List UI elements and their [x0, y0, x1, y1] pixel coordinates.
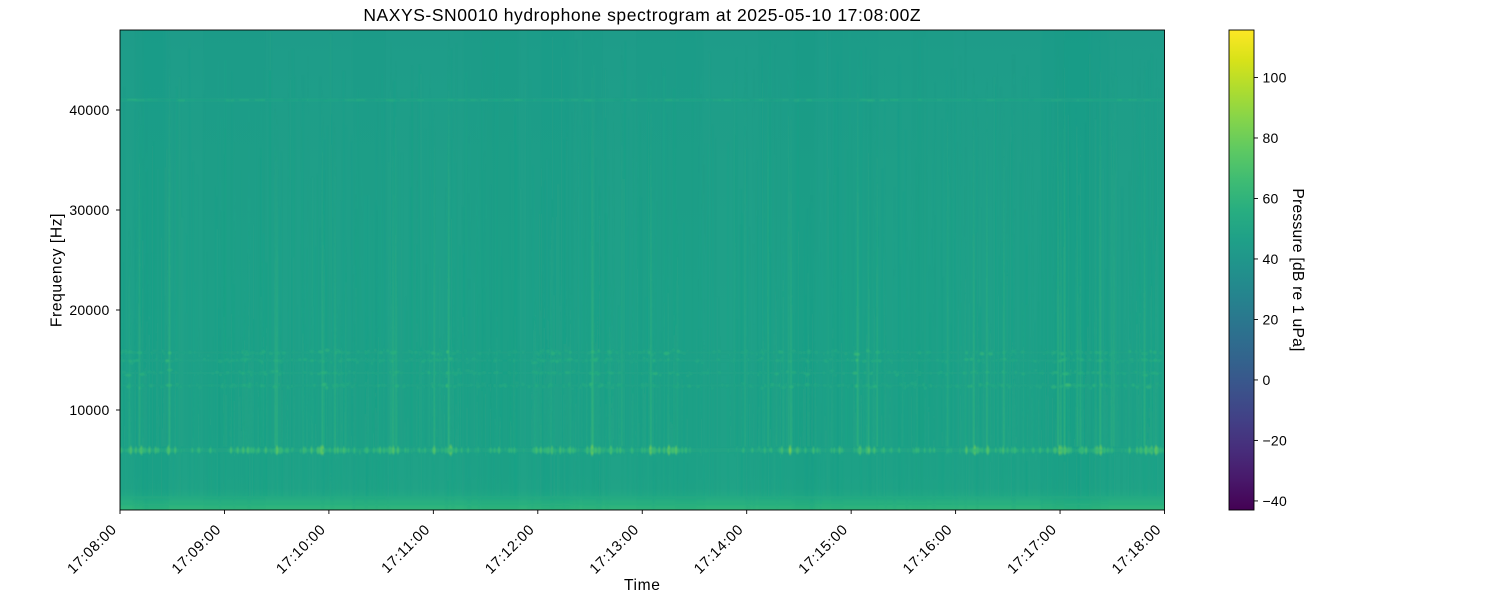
svg-text:40000: 40000	[69, 102, 109, 118]
svg-text:Pressure [dB re 1 uPa]: Pressure [dB re 1 uPa]	[1289, 188, 1306, 351]
svg-text:Time: Time	[624, 577, 660, 594]
svg-text:60: 60	[1263, 190, 1279, 206]
svg-text:80: 80	[1263, 130, 1279, 146]
svg-text:20: 20	[1263, 311, 1279, 327]
svg-text:10000: 10000	[69, 402, 109, 418]
svg-text:−40: −40	[1263, 493, 1288, 509]
svg-text:Frequency [Hz]: Frequency [Hz]	[49, 213, 66, 327]
svg-text:30000: 30000	[69, 202, 109, 218]
svg-text:NAXYS-SN0010 hydrophone spectr: NAXYS-SN0010 hydrophone spectrogram at 2…	[363, 5, 921, 25]
svg-text:100: 100	[1263, 69, 1287, 85]
svg-text:40: 40	[1263, 251, 1279, 267]
svg-text:−20: −20	[1263, 432, 1288, 448]
svg-text:0: 0	[1263, 372, 1271, 388]
svg-text:20000: 20000	[69, 302, 109, 318]
